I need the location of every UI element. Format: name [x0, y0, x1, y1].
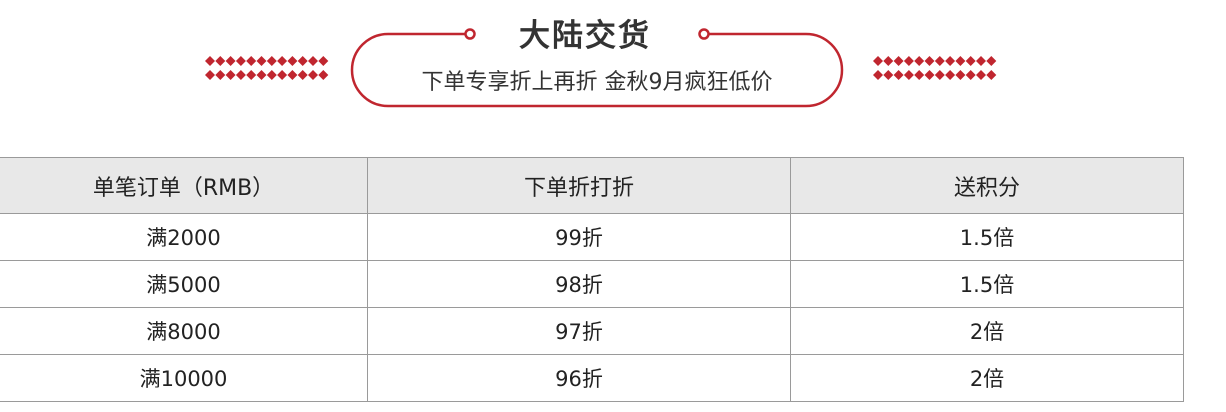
header-order-amount: 单笔订单（RMB）	[0, 157, 368, 214]
diamond-icon	[225, 56, 236, 66]
discount-table: 单笔订单（RMB） 下单折打折 送积分 满2000 99折 1.5倍 满5000…	[0, 157, 1184, 402]
diamond-icon	[934, 56, 945, 66]
diamond-icon	[246, 70, 257, 80]
cell-order-amount: 满2000	[0, 213, 368, 261]
diamond-icon	[246, 56, 257, 66]
cell-points: 2倍	[790, 307, 1184, 355]
diamond-icon	[256, 56, 267, 66]
diamond-icon	[924, 70, 935, 80]
diamond-icon	[308, 70, 318, 80]
diamond-icon	[914, 56, 925, 66]
diamond-icon	[903, 56, 914, 66]
diamond-icon	[308, 56, 318, 66]
diamond-icon	[225, 70, 236, 80]
cell-discount: 97折	[367, 307, 791, 355]
cell-discount: 99折	[367, 213, 791, 261]
cell-discount: 98折	[367, 260, 791, 308]
table-header-row: 单笔订单（RMB） 下单折打折 送积分	[0, 157, 1184, 214]
diamond-icon	[965, 70, 976, 80]
diamond-icon	[287, 56, 298, 66]
diamond-icon	[986, 70, 997, 80]
cell-points: 1.5倍	[790, 213, 1184, 261]
diamond-icon	[893, 56, 904, 66]
diamond-icon	[318, 56, 329, 66]
diamond-icon	[945, 70, 956, 80]
diamond-icon	[205, 70, 215, 80]
diamond-icon	[955, 56, 966, 66]
diamond-icon	[277, 70, 288, 80]
cell-discount: 96折	[367, 354, 791, 402]
diamond-icon	[266, 56, 277, 66]
diamond-icon	[215, 56, 226, 66]
diamond-icon	[893, 70, 904, 80]
diamond-icon	[287, 70, 298, 80]
diamond-icon	[215, 70, 226, 80]
diamond-icon	[256, 70, 267, 80]
diamond-icon	[986, 56, 997, 66]
diamond-icon	[266, 70, 277, 80]
cell-order-amount: 满8000	[0, 307, 368, 355]
cell-order-amount: 满10000	[0, 354, 368, 402]
diamond-icon	[965, 56, 976, 66]
diamond-icon	[205, 56, 215, 66]
diamond-decoration	[205, 56, 997, 80]
diamond-icon	[914, 70, 925, 80]
cell-points: 1.5倍	[790, 260, 1184, 308]
banner-frame	[205, 28, 997, 108]
diamond-icon	[235, 70, 246, 80]
table-row: 满10000 96折 2倍	[0, 354, 1184, 402]
diamond-icon	[934, 70, 945, 80]
table-row: 满2000 99折 1.5倍	[0, 213, 1184, 261]
diamond-icon	[873, 56, 883, 66]
diamond-icon	[945, 56, 956, 66]
diamond-icon	[235, 56, 246, 66]
cell-points: 2倍	[790, 354, 1184, 402]
diamond-icon	[955, 70, 966, 80]
table-row: 满5000 98折 1.5倍	[0, 260, 1184, 308]
diamond-icon	[883, 70, 894, 80]
diamond-icon	[318, 70, 329, 80]
diamond-icon	[873, 70, 883, 80]
diamond-icon	[976, 70, 986, 80]
diamond-icon	[903, 70, 914, 80]
diamond-icon	[883, 56, 894, 66]
banner-subtitle: 下单专享折上再折 金秋9月疯狂低价	[421, 70, 773, 95]
banner-title: 大陆交货	[519, 18, 651, 54]
table-row: 满8000 97折 2倍	[0, 307, 1184, 355]
diamond-icon	[976, 56, 986, 66]
diamond-icon	[297, 56, 308, 66]
cell-order-amount: 满5000	[0, 260, 368, 308]
diamond-icon	[297, 70, 308, 80]
header-points: 送积分	[790, 157, 1184, 214]
header-discount: 下单折打折	[367, 157, 791, 214]
diamond-icon	[277, 56, 288, 66]
diamond-icon	[924, 56, 935, 66]
